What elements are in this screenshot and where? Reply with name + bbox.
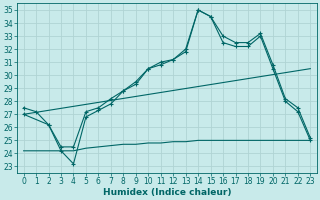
X-axis label: Humidex (Indice chaleur): Humidex (Indice chaleur) [103, 188, 231, 197]
